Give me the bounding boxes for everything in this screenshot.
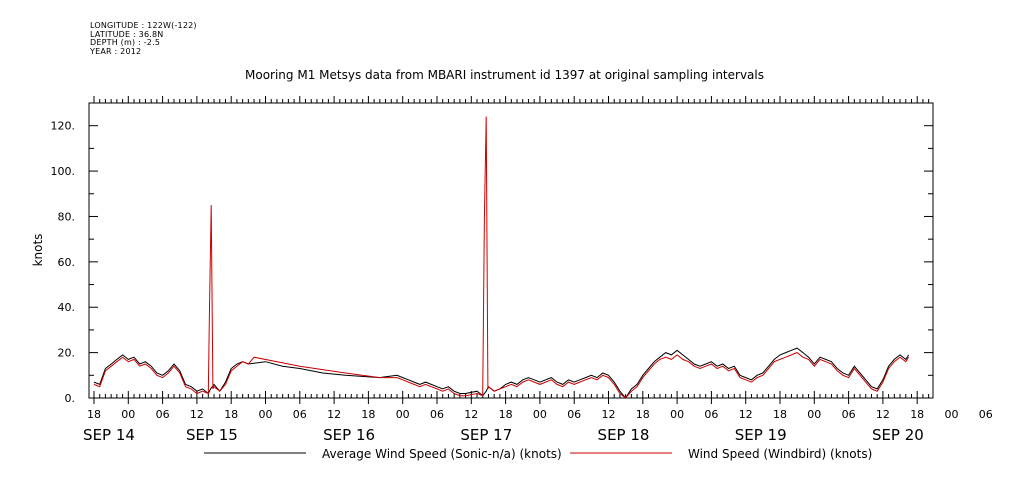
- y-tick-label: 40.: [58, 301, 76, 314]
- x-tick-label: 06: [842, 408, 856, 421]
- series-line-windbird-wind-speed: [93, 116, 910, 399]
- x-tick-label: 12: [327, 408, 341, 421]
- x-axis: 18 00 06 12 18 00 06 12 18 00 06 12 18 00 06 12 18 00 06 12…: [83, 96, 993, 444]
- legend-label-average: Average Wind Speed (Sonic-n/a) (knots): [322, 447, 562, 461]
- x-tick-label: 18: [636, 408, 650, 421]
- plot-border: [88, 102, 934, 399]
- y-tick-label: 60.: [58, 256, 76, 269]
- x-tick-label: 06: [293, 408, 307, 421]
- x-day-label: SEP 16: [323, 426, 375, 444]
- series-line-average-wind-speed: [93, 347, 910, 399]
- x-day-label: SEP 17: [460, 426, 512, 444]
- x-tick-label: 12: [739, 408, 753, 421]
- x-tick-label: 06: [567, 408, 581, 421]
- x-day-label: SEP 14: [83, 426, 135, 444]
- depth-label: DEPTH (m) : -2.5: [90, 38, 161, 47]
- y-tick-label: 100.: [51, 165, 76, 178]
- x-tick-label: 00: [259, 408, 273, 421]
- y-tick-label: 120.: [51, 120, 76, 133]
- x-tick-label: 00: [396, 408, 410, 421]
- legend-label-windbird: Wind Speed (Windbird) (knots): [688, 447, 872, 461]
- x-tick-label: 12: [602, 408, 616, 421]
- x-tick-label: 18: [361, 408, 375, 421]
- plot-frame: [88, 102, 934, 399]
- legend: Average Wind Speed (Sonic-n/a) (knots) W…: [204, 447, 872, 461]
- x-tick-label: 06: [156, 408, 170, 421]
- longitude-label: LONGITUDE : 122W(-122): [90, 21, 197, 30]
- y-tick-label: 20.: [58, 347, 76, 360]
- x-tick-label: 06: [704, 408, 718, 421]
- x-tick-label: 12: [464, 408, 478, 421]
- x-tick-label: 12: [190, 408, 204, 421]
- latitude-label: LATITUDE : 36.8N: [90, 29, 164, 39]
- x-tick-label: 18: [87, 408, 101, 421]
- x-tick-label: 00: [945, 408, 959, 421]
- x-tick-label: 18: [224, 408, 238, 421]
- x-tick-label: 18: [499, 408, 513, 421]
- x-day-label: SEP 20: [872, 426, 924, 444]
- x-day-label: SEP 18: [598, 426, 650, 444]
- x-tick-label: 00: [670, 408, 684, 421]
- x-tick-label: 00: [807, 408, 821, 421]
- series-layer: [93, 116, 910, 399]
- x-day-label: SEP 19: [735, 426, 787, 444]
- chart-title: Mooring M1 Metsys data from MBARI instru…: [245, 68, 764, 82]
- y-tick-label: 80.: [58, 210, 76, 223]
- y-tick-label: 0.: [65, 392, 76, 405]
- year-label: YEAR : 2012: [90, 46, 142, 56]
- x-tick-label: 18: [910, 408, 924, 421]
- x-tick-label: 00: [533, 408, 547, 421]
- x-tick-label: 06: [430, 408, 444, 421]
- x-tick-label: 12: [876, 408, 890, 421]
- y-axis: 0. 20. 40. 60. 80. 100. 120.: [51, 102, 933, 405]
- y-axis-label: knots: [31, 234, 45, 267]
- x-tick-label: 18: [773, 408, 787, 421]
- x-tick-label: 06: [979, 408, 993, 421]
- x-tick-label: 00: [121, 408, 135, 421]
- x-day-label: SEP 15: [186, 426, 238, 444]
